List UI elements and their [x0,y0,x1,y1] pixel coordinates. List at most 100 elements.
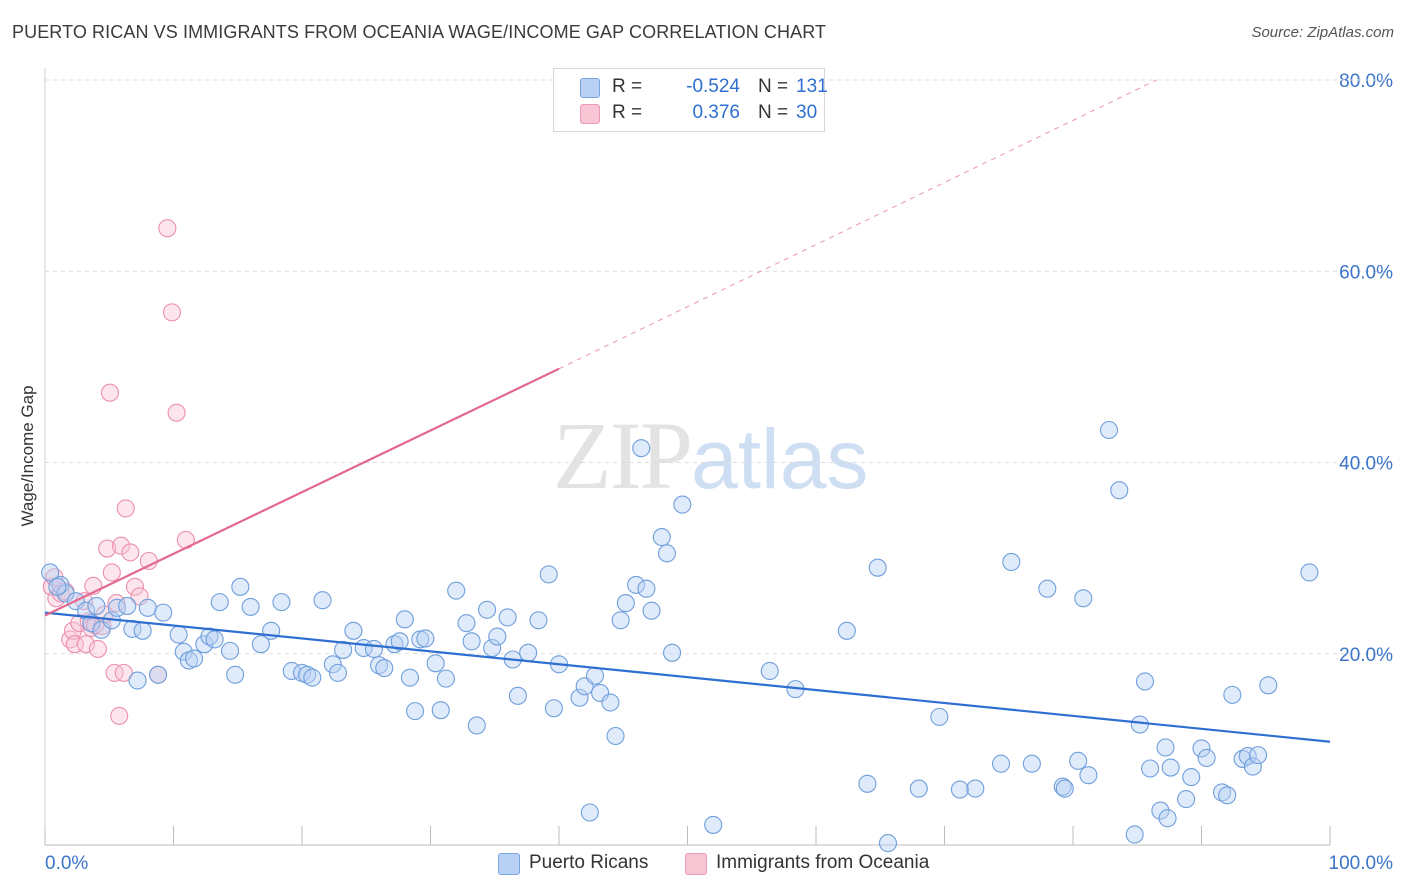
puerto-rican-point [627,575,646,594]
oceania-point [114,663,133,682]
oceania-point [105,663,124,682]
legend-n-value: 131 [796,76,828,97]
oceania-point [158,219,177,238]
puerto-rican-point [1259,676,1278,695]
puerto-rican-point [226,665,245,684]
puerto-rican-point [642,601,661,620]
puerto-rican-point [606,726,625,746]
puerto-rican-point [334,640,353,659]
puerto-rican-point [323,655,342,674]
puerto-rican-point [878,834,898,853]
oceania-point [100,383,120,402]
puerto-rican-point [519,643,538,662]
puerto-rican-point [673,495,692,514]
puerto-rican-point [1182,768,1201,787]
puerto-rican-point [1161,758,1180,777]
puerto-rican-point [1055,779,1074,798]
puerto-rican-point [220,641,240,660]
bottom-legend-swatch-pink [685,853,707,875]
y-tick-label: 60.0% [1339,262,1393,283]
puerto-rican-point [1223,685,1242,704]
puerto-rican-point [1233,749,1252,768]
puerto-rican-point [1192,739,1211,758]
puerto-rican-point [462,632,481,651]
puerto-rican-point [1130,715,1149,734]
puerto-rican-point [118,596,137,615]
puerto-rican-point [1038,579,1057,598]
puerto-rican-point [611,611,630,630]
puerto-rican-point [251,635,270,654]
puerto-rican-point [364,639,384,659]
stats-legend: R = -0.524 N = 131 R = 0.376 N = 30 [553,68,828,132]
legend-n-value: 30 [796,102,818,123]
puerto-rican-point [632,439,651,458]
puerto-rican-point [529,611,548,630]
oceania-point [125,577,144,596]
puerto-rican-point [400,668,419,687]
puerto-rican-point [1022,754,1041,773]
puerto-rican-point [868,558,887,577]
puerto-rican-point [930,707,949,726]
puerto-rican-point [657,544,676,563]
puerto-rican-point [431,701,450,720]
puerto-rican-point [457,614,476,633]
puerto-rican-point [508,686,527,705]
puerto-rican-point [1213,783,1232,802]
bottom-legend-label: Puerto Ricans [529,852,649,873]
bottom-legend-swatch-blue [498,853,520,875]
oceania-trendline [44,367,560,617]
watermark: ZIPatlas [553,400,868,511]
y-axis-label: Wage/Income Gap [18,385,37,527]
puerto-rican-point [1110,481,1129,500]
puerto-rican-point [406,702,425,721]
puerto-rican-point [370,656,389,675]
puerto-rican-point [1135,672,1155,691]
puerto-rican-point [133,621,152,640]
puerto-rican-point [210,593,229,612]
puerto-rican-point [375,659,394,678]
puerto-rican-point [313,591,332,610]
puerto-rican-point [241,597,260,616]
puerto-rican-point [1151,801,1170,820]
puerto-rican-point [138,598,157,617]
puerto-rican-point [1177,790,1196,809]
puerto-rican-point [272,593,291,612]
puerto-rican-point [637,579,656,598]
puerto-rican-point [837,621,856,640]
puerto-rican-point [82,614,101,633]
oceania-point [102,563,121,582]
puerto-rican-point [1074,589,1093,608]
puerto-rican-point [48,577,67,596]
puerto-rican-point [411,630,430,649]
y-tick-label: 20.0% [1339,645,1393,666]
puerto-rican-point [298,665,317,684]
legend-r-label: R = [612,76,643,97]
puerto-rican-trendline [44,611,1331,743]
legend-r-value: -0.524 [686,76,740,97]
puerto-rican-point [303,668,322,687]
puerto-rican-point [570,688,589,707]
puerto-rican-point [185,649,204,668]
puerto-rican-point [663,643,682,662]
x-tick-label: 100.0% [1329,853,1394,874]
legend-n-label: N = [758,102,789,123]
puerto-rican-point [231,577,250,596]
puerto-rican-point [1243,757,1262,776]
puerto-rican-point [585,666,605,685]
puerto-rican-point [154,603,173,622]
puerto-rican-point [909,779,928,798]
puerto-rican-point [395,610,414,629]
puerto-rican-point [1002,552,1021,572]
puerto-rican-point [51,575,70,594]
puerto-rican-point [488,627,507,646]
puerto-rican-point [1099,420,1119,440]
puerto-rican-point [416,629,435,648]
puerto-rican-point [467,716,486,735]
puerto-rican-point [616,594,635,613]
puerto-rican-point [87,596,106,615]
puerto-rican-point [991,754,1011,773]
watermark-atlas: atlas [691,412,869,506]
puerto-rican-point [205,630,224,649]
y-tick-label: 80.0% [1339,71,1393,92]
puerto-rican-point [426,654,445,673]
